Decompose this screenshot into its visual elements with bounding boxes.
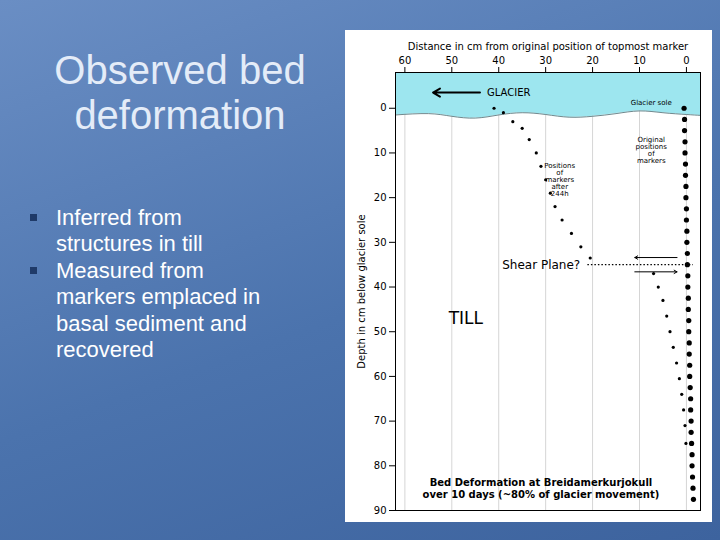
svg-text:50: 50 [445, 55, 458, 66]
svg-text:30: 30 [539, 55, 552, 66]
svg-text:10: 10 [633, 55, 646, 66]
svg-text:60: 60 [374, 371, 387, 382]
svg-text:Distance in cm from original p: Distance in cm from original position of… [408, 41, 689, 52]
svg-text:GLACIER: GLACIER [487, 87, 530, 98]
svg-text:10: 10 [374, 147, 387, 158]
svg-text:Glacier sole: Glacier sole [631, 99, 672, 107]
svg-text:Originalpositionsofmarkers: Originalpositionsofmarkers [636, 136, 668, 165]
svg-text:0: 0 [380, 102, 386, 113]
svg-text:30: 30 [374, 237, 387, 248]
svg-text:70: 70 [374, 415, 387, 426]
svg-text:0: 0 [683, 55, 689, 66]
svg-text:Depth in cm below glacier sole: Depth in cm below glacier sole [356, 214, 367, 368]
svg-text:TILL: TILL [448, 308, 484, 328]
svg-text:40: 40 [374, 281, 387, 292]
html-text:Observed bed deformation: Observed bed deformation [54, 48, 306, 137]
svg-text:Bed Deformation at Breidamerku: Bed Deformation at Breidamerkurjokullove… [423, 477, 660, 500]
html-text:Inferred from structures in ti: Inferred from structures in till [56, 205, 203, 257]
svg-text:20: 20 [586, 55, 599, 66]
svg-text:Shear Plane?: Shear Plane? [502, 258, 580, 272]
svg-text:40: 40 [492, 55, 505, 66]
html-text:Measured from markers emplaced: Measured from markers emplaced in basal … [56, 257, 261, 362]
svg-text:60: 60 [399, 55, 412, 66]
svg-text:80: 80 [374, 460, 387, 471]
svg-text:Positionsofmarkersafter244h: Positionsofmarkersafter244h [544, 162, 575, 198]
svg-text:90: 90 [374, 505, 387, 516]
svg-text:50: 50 [374, 326, 387, 337]
svg-text:20: 20 [374, 192, 387, 203]
